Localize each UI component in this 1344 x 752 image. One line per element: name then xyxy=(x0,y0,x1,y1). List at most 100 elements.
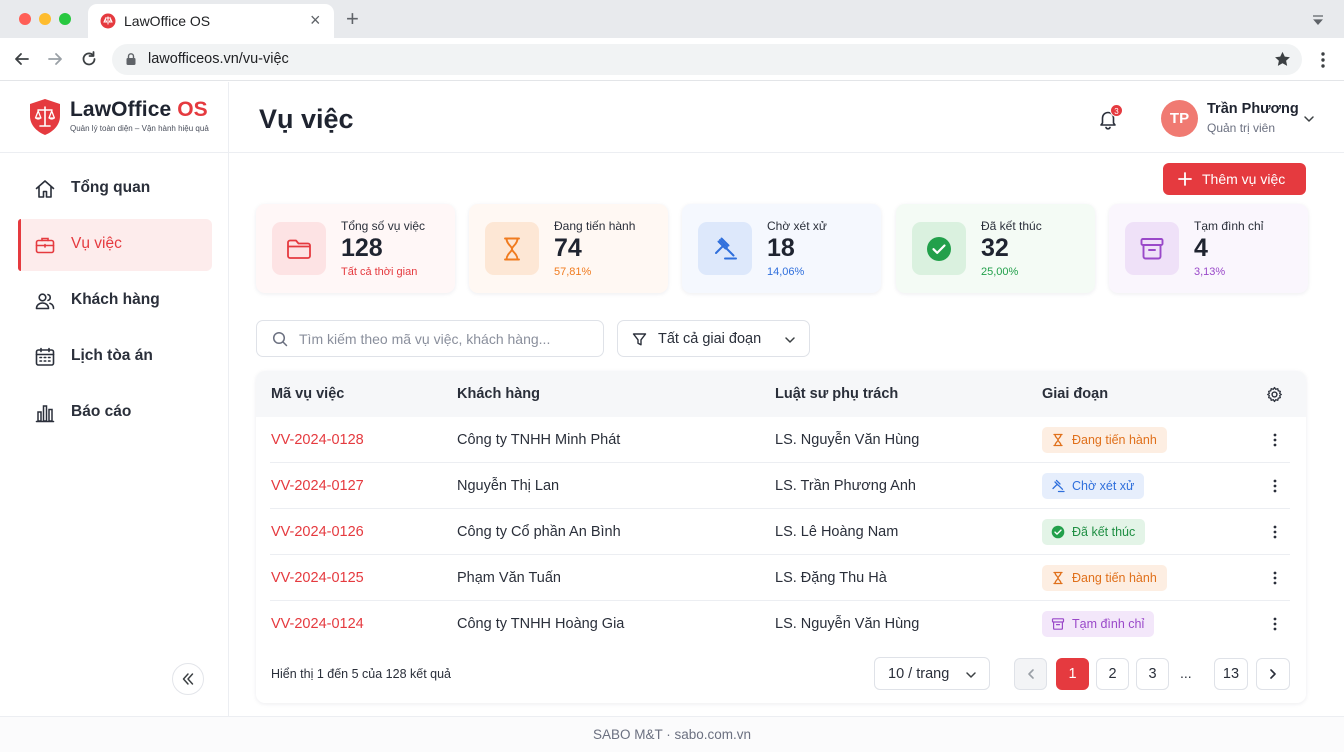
archive-icon xyxy=(1140,238,1164,260)
stage-badge: Đang tiến hành xyxy=(1042,565,1167,591)
check-circle-icon xyxy=(1051,525,1065,539)
column-header-stage[interactable]: Giai đoạn xyxy=(1042,386,1109,402)
page-button-13[interactable]: 13 xyxy=(1214,658,1248,690)
case-code-link[interactable]: VV-2024-0125 xyxy=(271,570,364,586)
avatar[interactable]: TP xyxy=(1161,100,1198,137)
column-header-lawyer[interactable]: Luật sư phụ trách xyxy=(775,386,899,402)
tab-title: LawOffice OS xyxy=(124,13,211,29)
sidebar: LawOffice OS Quản lý toàn diện – Vận hàn… xyxy=(0,82,229,716)
stage-badge-label: Đang tiến hành xyxy=(1072,433,1157,447)
stage-badge-label: Chờ xét xử xyxy=(1072,479,1135,493)
page-button-2[interactable]: 2 xyxy=(1096,658,1129,690)
browser-tab[interactable]: LawOffice OS × xyxy=(88,4,334,38)
stat-icon-box xyxy=(485,222,539,275)
url-text[interactable]: lawofficeos.vn/vu-việc xyxy=(148,51,289,67)
stage-badge: Tạm đình chỉ xyxy=(1042,611,1155,637)
browser-tab-bar: LawOffice OS × + xyxy=(0,0,1344,38)
stat-subtext: 14,06% xyxy=(767,266,805,278)
back-arrow-icon[interactable] xyxy=(12,49,32,69)
table-row[interactable]: VV-2024-0124 Công ty TNHH Hoàng Gia LS. … xyxy=(256,601,1306,647)
stat-subtext: 25,00% xyxy=(981,266,1019,278)
case-code-link[interactable]: VV-2024-0124 xyxy=(271,616,364,632)
add-case-button[interactable]: Thêm vụ việc xyxy=(1163,163,1306,195)
shield-scales-logo-icon xyxy=(30,99,60,135)
column-header-code[interactable]: Mã vụ việc xyxy=(271,386,345,402)
tab-search-icon[interactable] xyxy=(1312,14,1324,26)
footer-text: SABO M&T · sabo.com.vn xyxy=(592,727,752,742)
hourglass-icon xyxy=(1053,433,1063,447)
table-header: Mã vụ việc Khách hàng Luật sư phụ trách … xyxy=(256,371,1306,417)
sidebar-item-label: Khách hàng xyxy=(71,291,160,308)
reload-icon[interactable] xyxy=(79,49,99,69)
gear-icon[interactable] xyxy=(1266,386,1283,403)
column-header-client[interactable]: Khách hàng xyxy=(457,386,540,402)
stat-value: 74 xyxy=(554,234,582,262)
stat-card-awaiting-trial[interactable]: Chờ xét xử 18 14,06% xyxy=(682,204,881,293)
double-chevron-left-icon xyxy=(182,673,194,685)
client-cell: Công ty Cổ phần An Bình xyxy=(457,524,621,540)
page-button-3[interactable]: 3 xyxy=(1136,658,1169,690)
row-actions-kebab-icon[interactable] xyxy=(1268,616,1282,632)
new-tab-icon[interactable]: + xyxy=(346,6,359,31)
stat-icon-box xyxy=(272,222,326,275)
row-actions-kebab-icon[interactable] xyxy=(1268,570,1282,586)
filter-funnel-icon xyxy=(632,333,647,346)
users-icon xyxy=(35,293,55,310)
table-row[interactable]: VV-2024-0125 Phạm Văn Tuấn LS. Đặng Thu … xyxy=(256,555,1306,601)
tab-close-icon[interactable]: × xyxy=(310,10,321,30)
address-bar[interactable]: lawofficeos.vn/vu-việc xyxy=(112,44,1302,75)
bar-chart-icon xyxy=(35,405,55,423)
hourglass-icon xyxy=(504,237,520,261)
page-size-select[interactable]: 10 / trang xyxy=(874,657,990,690)
stage-badge: Đang tiến hành xyxy=(1042,427,1167,453)
case-code-link[interactable]: VV-2024-0127 xyxy=(271,478,364,494)
forward-arrow-icon[interactable] xyxy=(45,49,65,69)
page-size-value: 10 / trang xyxy=(888,666,950,682)
stat-value: 4 xyxy=(1194,234,1208,262)
stat-icon-box xyxy=(698,222,752,275)
case-code-link[interactable]: VV-2024-0126 xyxy=(271,524,364,540)
client-cell: Công ty TNHH Minh Phát xyxy=(457,432,621,448)
row-actions-kebab-icon[interactable] xyxy=(1268,524,1282,540)
table-row[interactable]: VV-2024-0127 Nguyễn Thị Lan LS. Trần Phư… xyxy=(256,463,1306,509)
browser-menu-icon[interactable] xyxy=(1314,50,1332,70)
window-maximize-button[interactable] xyxy=(59,13,71,25)
stat-label: Đang tiến hành xyxy=(554,219,636,233)
window-minimize-button[interactable] xyxy=(39,13,51,25)
table-row[interactable]: VV-2024-0126 Công ty Cổ phần An Bình LS.… xyxy=(256,509,1306,555)
row-actions-kebab-icon[interactable] xyxy=(1268,432,1282,448)
stat-card-suspended[interactable]: Tạm đình chỉ 4 3,13% xyxy=(1109,204,1308,293)
notification-badge: 3 xyxy=(1110,104,1123,117)
lawyer-cell: LS. Nguyễn Văn Hùng xyxy=(775,616,920,632)
table-row[interactable]: VV-2024-0128 Công ty TNHH Minh Phát LS. … xyxy=(256,417,1306,463)
user-name[interactable]: Trần Phương xyxy=(1207,101,1299,117)
sidebar-item-tong-quan[interactable]: Tổng quan xyxy=(18,163,212,215)
sidebar-collapse-button[interactable] xyxy=(172,663,204,695)
previous-page-button[interactable] xyxy=(1014,658,1047,690)
sidebar-item-bao-cao[interactable]: Báo cáo xyxy=(18,387,212,439)
sidebar-item-khach-hang[interactable]: Khách hàng xyxy=(18,275,212,327)
sidebar-item-lich-toa-an[interactable]: Lịch tòa án xyxy=(18,331,212,383)
stage-badge: Chờ xét xử xyxy=(1042,473,1145,499)
sidebar-item-label: Vụ việc xyxy=(71,235,122,252)
search-input[interactable]: Tìm kiếm theo mã vụ việc, khách hàng... xyxy=(256,320,604,357)
next-page-button[interactable] xyxy=(1256,658,1290,690)
stat-label: Chờ xét xử xyxy=(767,219,827,233)
case-code-link[interactable]: VV-2024-0128 xyxy=(271,432,364,448)
stage-filter-select[interactable]: Tất cả giai đoạn xyxy=(617,320,810,357)
user-role: Quản trị viên xyxy=(1207,121,1276,135)
stat-card-in-progress[interactable]: Đang tiến hành 74 57,81% xyxy=(469,204,668,293)
stat-label: Tổng số vụ việc xyxy=(341,219,426,233)
header-divider xyxy=(229,152,1344,153)
page-button-1[interactable]: 1 xyxy=(1056,658,1089,690)
bookmark-star-icon[interactable] xyxy=(1273,50,1292,69)
chevron-down-icon[interactable] xyxy=(1303,113,1315,125)
chevron-right-icon xyxy=(1270,669,1276,679)
footer: SABO M&T · sabo.com.vn xyxy=(0,716,1344,752)
brand-name: LawOffice OS xyxy=(70,98,208,121)
sidebar-item-vu-viec[interactable]: Vụ việc xyxy=(18,219,212,271)
stat-card-total[interactable]: Tổng số vụ việc 128 Tất cả thời gian xyxy=(256,204,455,293)
stat-card-closed[interactable]: Đã kết thúc 32 25,00% xyxy=(896,204,1095,293)
window-close-button[interactable] xyxy=(19,13,31,25)
row-actions-kebab-icon[interactable] xyxy=(1268,478,1282,494)
